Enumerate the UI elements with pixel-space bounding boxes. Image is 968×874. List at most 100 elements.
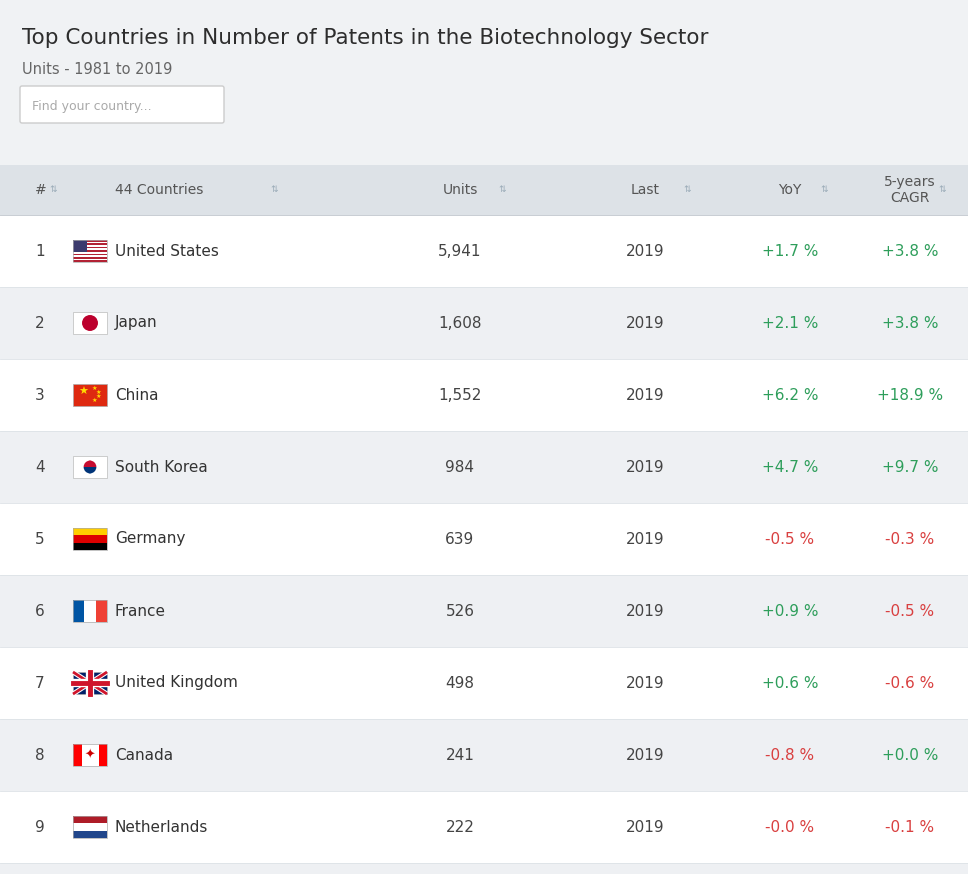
Text: 2019: 2019: [625, 676, 664, 690]
Text: +3.8 %: +3.8 %: [882, 316, 938, 330]
Text: 5,941: 5,941: [439, 244, 482, 259]
Text: +2.1 %: +2.1 %: [762, 316, 818, 330]
Text: 7: 7: [35, 676, 45, 690]
Bar: [81, 744, 99, 766]
Text: 2: 2: [35, 316, 45, 330]
Bar: [73, 528, 107, 550]
Text: 1,552: 1,552: [439, 387, 482, 403]
Text: South Korea: South Korea: [115, 460, 208, 475]
Text: Germany: Germany: [115, 531, 186, 546]
Text: 2019: 2019: [625, 747, 664, 762]
Bar: [73, 240, 107, 242]
Text: +6.2 %: +6.2 %: [762, 387, 818, 403]
Bar: [73, 384, 107, 406]
Text: 2019: 2019: [625, 460, 664, 475]
Bar: [73, 823, 107, 830]
Bar: [73, 600, 107, 622]
Text: ✦: ✦: [85, 748, 95, 761]
Text: ★: ★: [91, 398, 97, 403]
Text: +0.0 %: +0.0 %: [882, 747, 938, 762]
Bar: [0, 287, 968, 359]
Bar: [0, 359, 968, 431]
Text: 526: 526: [445, 604, 474, 619]
Bar: [73, 543, 107, 550]
Text: 222: 222: [445, 820, 474, 835]
Bar: [73, 252, 107, 253]
Text: ★: ★: [91, 386, 97, 392]
Bar: [73, 245, 107, 246]
Text: +0.9 %: +0.9 %: [762, 604, 818, 619]
Text: +4.7 %: +4.7 %: [762, 460, 818, 475]
Text: 5: 5: [35, 531, 45, 546]
Text: +18.9 %: +18.9 %: [877, 387, 943, 403]
Text: 241: 241: [445, 747, 474, 762]
Text: 6: 6: [35, 604, 45, 619]
Bar: [0, 647, 968, 719]
Text: 5-years
CAGR: 5-years CAGR: [884, 175, 936, 205]
Bar: [0, 165, 968, 215]
Bar: [96, 600, 107, 622]
Text: +3.8 %: +3.8 %: [882, 244, 938, 259]
Bar: [73, 248, 107, 250]
Text: 2019: 2019: [625, 316, 664, 330]
Bar: [0, 575, 968, 647]
Text: United Kingdom: United Kingdom: [115, 676, 238, 690]
Bar: [0, 791, 968, 863]
Text: ⇅: ⇅: [683, 185, 690, 195]
Bar: [99, 744, 107, 766]
Text: 2019: 2019: [625, 604, 664, 619]
Text: -0.6 %: -0.6 %: [886, 676, 935, 690]
Text: China: China: [115, 387, 159, 403]
Text: ★: ★: [78, 387, 88, 398]
Text: -0.3 %: -0.3 %: [886, 531, 935, 546]
Text: 2019: 2019: [625, 531, 664, 546]
Text: 639: 639: [445, 531, 474, 546]
Bar: [73, 816, 107, 823]
Bar: [73, 600, 84, 622]
Text: 2019: 2019: [625, 244, 664, 259]
Bar: [73, 242, 107, 243]
Circle shape: [82, 316, 97, 330]
Text: United States: United States: [115, 244, 219, 259]
Bar: [73, 528, 107, 536]
Bar: [73, 260, 107, 262]
Text: ⇅: ⇅: [49, 185, 56, 195]
Bar: [73, 744, 81, 766]
Bar: [73, 240, 107, 262]
Text: #: #: [35, 183, 46, 197]
Bar: [0, 719, 968, 791]
Bar: [73, 255, 107, 257]
Text: -0.0 %: -0.0 %: [766, 820, 814, 835]
Text: ⇅: ⇅: [938, 185, 946, 195]
Text: France: France: [115, 604, 166, 619]
Circle shape: [87, 467, 93, 474]
Bar: [73, 259, 107, 260]
Bar: [73, 253, 107, 255]
Bar: [73, 257, 107, 259]
Text: 2019: 2019: [625, 820, 664, 835]
Bar: [73, 250, 107, 252]
Text: Japan: Japan: [115, 316, 158, 330]
Text: Canada: Canada: [115, 747, 173, 762]
Text: ⇅: ⇅: [820, 185, 828, 195]
Bar: [73, 312, 107, 334]
Bar: [0, 215, 968, 287]
Text: 498: 498: [445, 676, 474, 690]
Bar: [73, 243, 107, 245]
Bar: [73, 456, 107, 478]
Wedge shape: [83, 467, 97, 474]
Bar: [73, 672, 107, 694]
Bar: [0, 503, 968, 575]
Bar: [0, 431, 968, 503]
Bar: [73, 816, 107, 838]
Text: Find your country...: Find your country...: [32, 100, 152, 113]
Bar: [73, 240, 86, 252]
Text: 9: 9: [35, 820, 45, 835]
Text: YoY: YoY: [778, 183, 802, 197]
Bar: [0, 863, 968, 874]
Text: -0.5 %: -0.5 %: [766, 531, 814, 546]
Text: 3: 3: [35, 387, 45, 403]
Text: Last: Last: [630, 183, 659, 197]
Wedge shape: [83, 461, 97, 467]
Text: 1: 1: [35, 244, 45, 259]
